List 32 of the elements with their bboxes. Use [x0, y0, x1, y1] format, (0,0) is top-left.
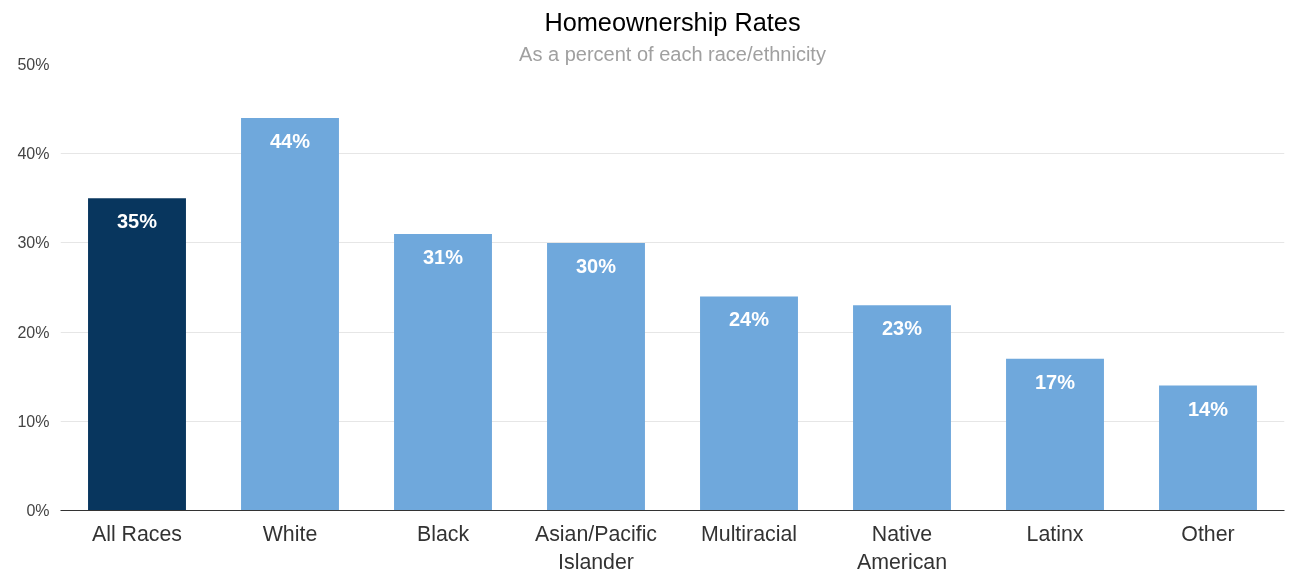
chart-subtitle: As a percent of each race/ethnicity	[519, 42, 826, 65]
chart-title: Homeownership Rates	[544, 7, 801, 36]
bar	[88, 198, 186, 511]
y-tick-label: 30%	[17, 234, 50, 252]
x-tick-label: Latinx	[1026, 521, 1084, 546]
y-tick-label: 50%	[17, 56, 50, 73]
data-label: 17%	[1034, 370, 1076, 393]
x-tick-label: Other	[1181, 521, 1235, 546]
data-label: 24%	[728, 308, 770, 331]
y-tick-label: 20%	[17, 323, 50, 341]
data-label: 35%	[116, 210, 158, 233]
data-label: 30%	[575, 254, 617, 277]
bar	[241, 118, 339, 511]
x-tick-label: Black	[416, 521, 470, 546]
x-tick-label: Multiracial	[701, 521, 797, 546]
data-label: 44%	[269, 130, 311, 153]
x-tick-label: White	[262, 521, 318, 546]
data-label: 31%	[422, 245, 464, 268]
x-tick-label: Asian/Pacific Islander	[534, 521, 658, 575]
bar	[547, 242, 645, 511]
data-label: 23%	[881, 317, 923, 340]
bar	[853, 305, 951, 511]
bar	[1006, 358, 1104, 511]
x-tick-label: Native American	[856, 521, 948, 575]
y-tick-label: 40%	[17, 145, 50, 163]
bar	[700, 296, 798, 511]
y-tick-label: 0%	[26, 502, 50, 519]
bar	[394, 233, 492, 511]
x-tick-label: All Races	[91, 521, 183, 546]
y-tick-label: 10%	[17, 412, 50, 430]
data-label: 14%	[1187, 397, 1229, 420]
bar	[1159, 385, 1257, 511]
